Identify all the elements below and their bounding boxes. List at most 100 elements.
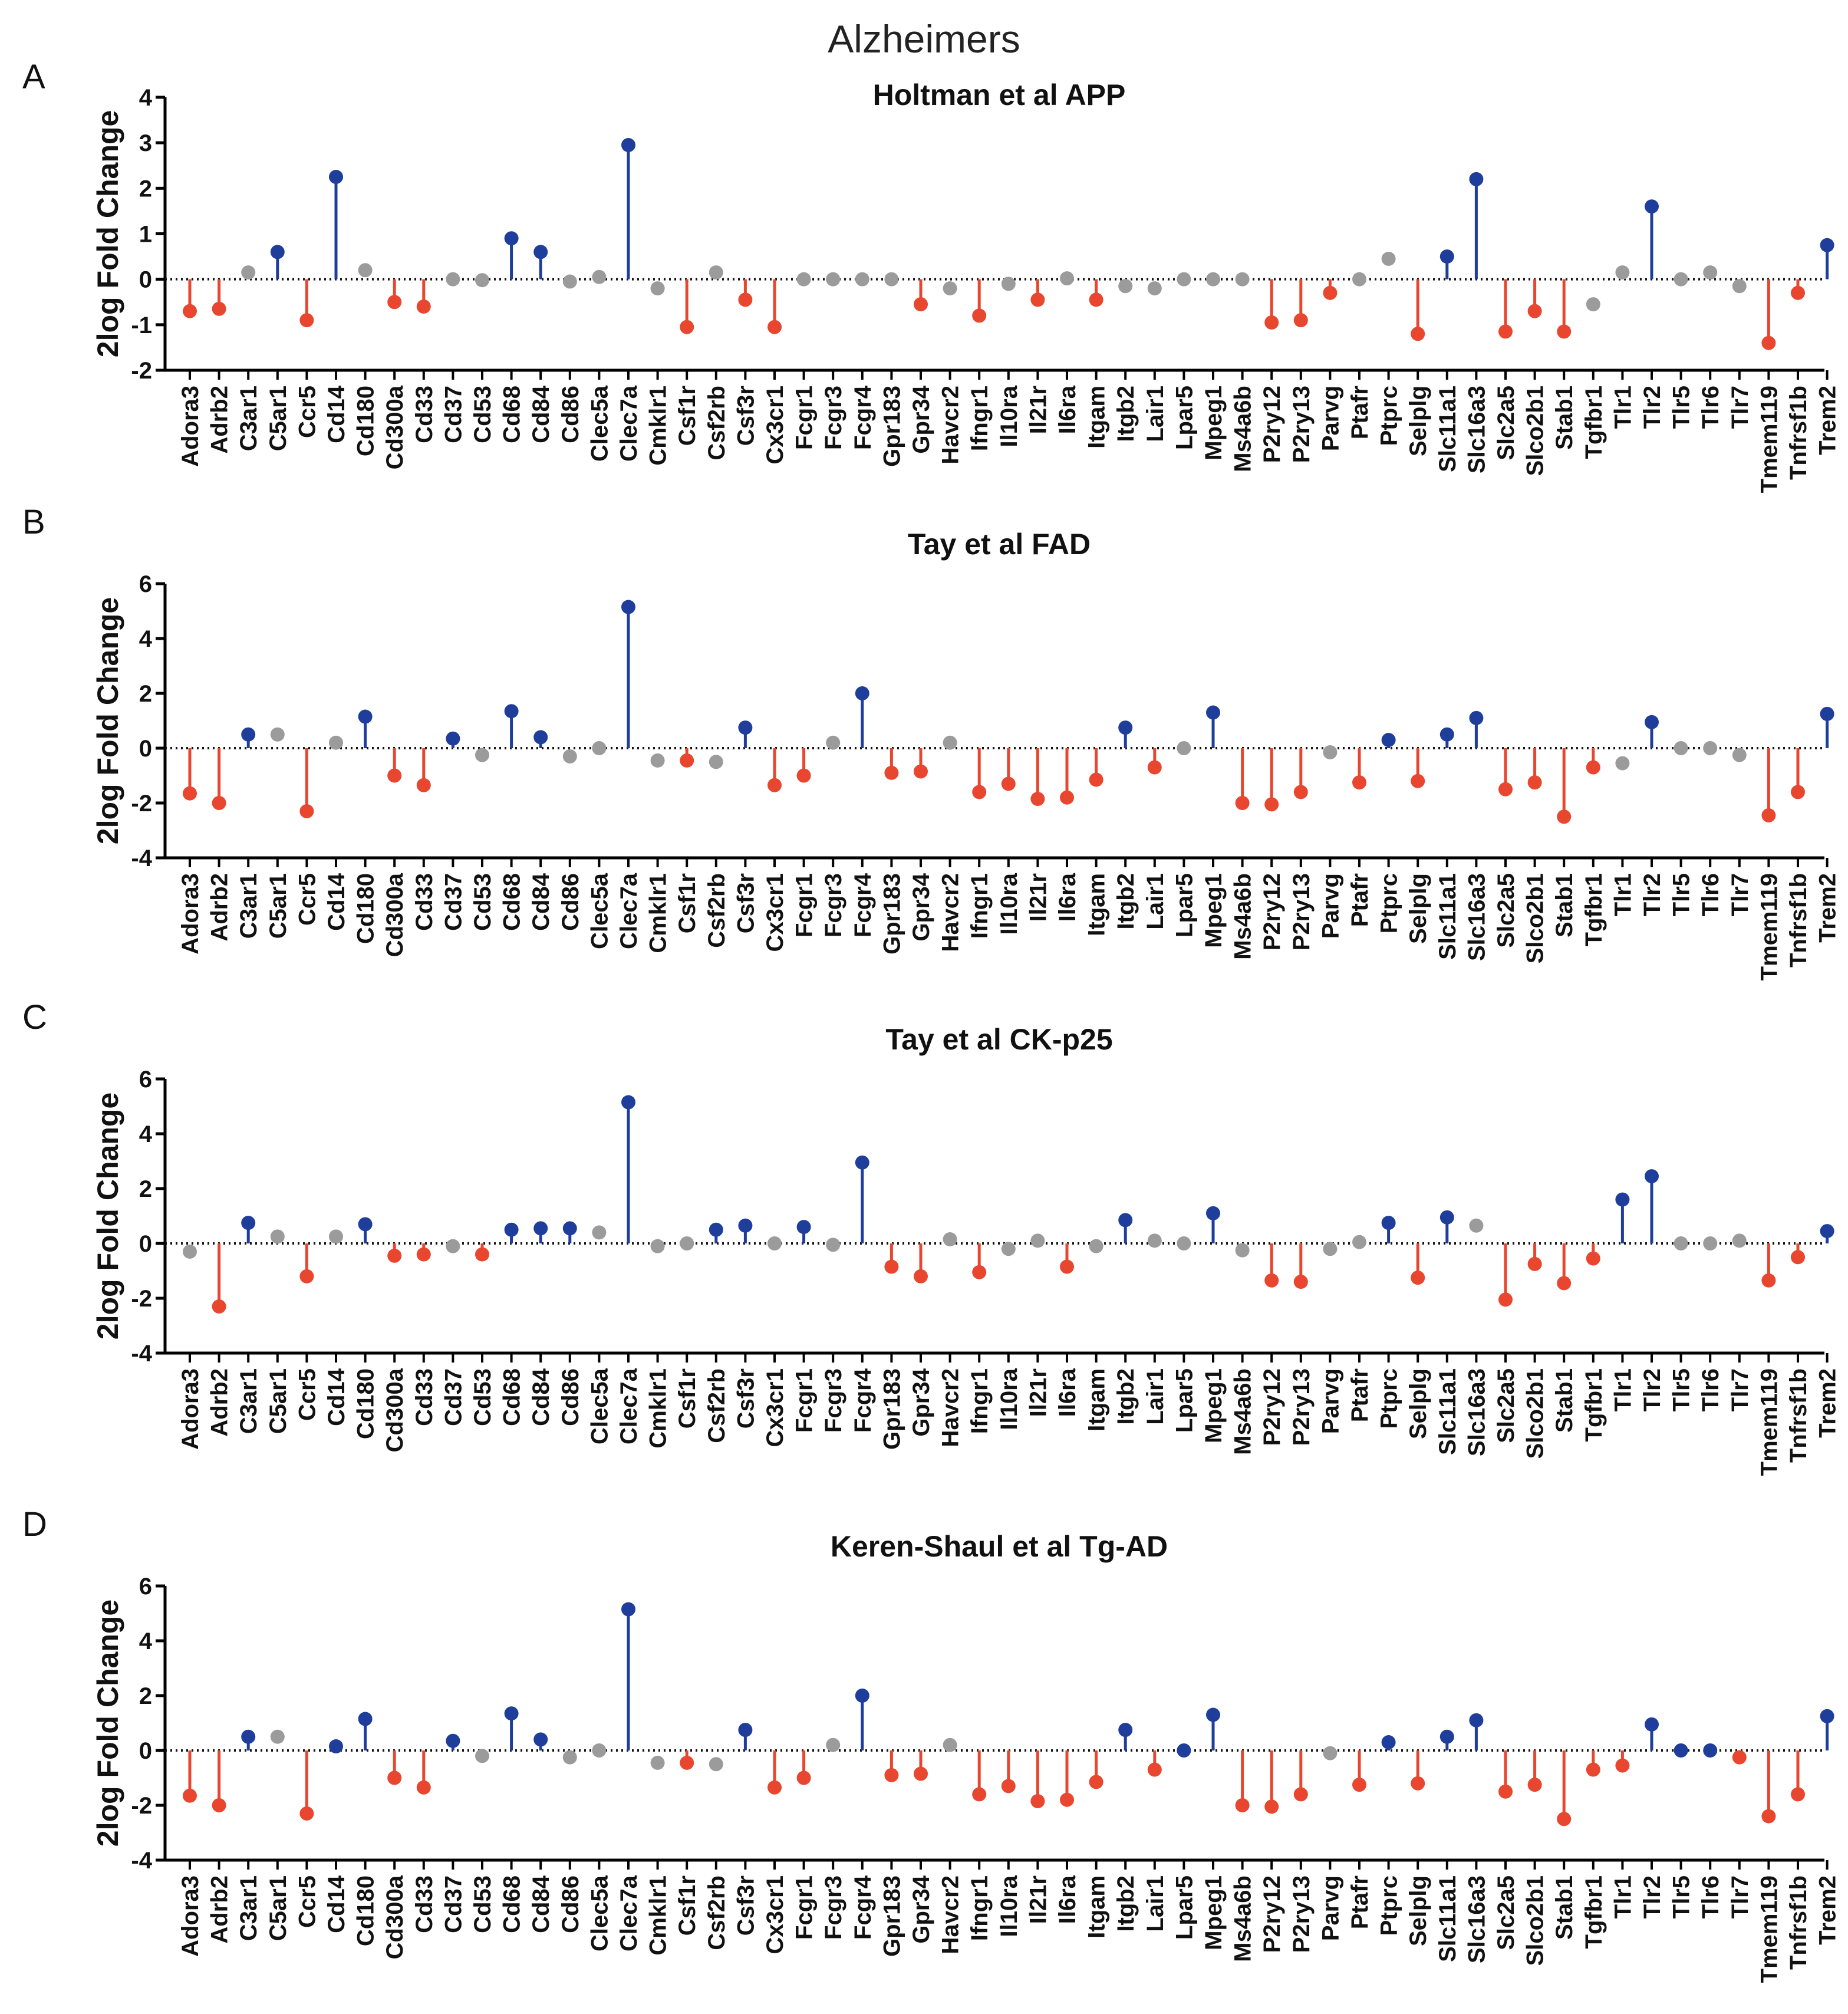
data-point	[680, 753, 694, 768]
x-tick-label: Cmklr1	[645, 1368, 671, 1449]
data-point	[358, 263, 373, 278]
x-tick-label: Il6ra	[1055, 1875, 1081, 1924]
data-point	[533, 1732, 548, 1747]
x-tick-label: Parvg	[1317, 1368, 1343, 1434]
data-point	[592, 741, 607, 755]
x-tick-label: Tlr7	[1727, 386, 1753, 429]
data-point	[1439, 249, 1454, 264]
data-point	[1557, 1276, 1572, 1291]
x-tick-label: Tlr2	[1639, 386, 1665, 429]
x-tick-label: Adora3	[177, 386, 203, 467]
x-tick-label: Cd84	[528, 873, 554, 931]
data-point	[1791, 1250, 1805, 1265]
data-point	[709, 755, 723, 769]
x-tick-label: Clec5a	[587, 1875, 612, 1952]
data-point	[1791, 285, 1805, 300]
x-tick-label: Cd84	[528, 1368, 554, 1426]
data-point	[1323, 1746, 1338, 1760]
x-tick-label: Clec5a	[587, 873, 612, 949]
x-tick-label: Csf1r	[674, 873, 700, 933]
data-point	[1761, 1273, 1776, 1288]
x-tick-label: Lair1	[1142, 1368, 1168, 1425]
x-tick-label: Cx3cr1	[762, 1368, 788, 1447]
data-point	[738, 292, 753, 307]
x-tick-label: C5ar1	[265, 386, 291, 451]
data-point	[1498, 324, 1513, 339]
x-tick-label: Cd14	[324, 1875, 350, 1933]
x-tick-label: Lpar5	[1171, 1875, 1197, 1940]
x-tick-label: Fcgr4	[850, 1875, 876, 1940]
panel-title: Holtman et al APP	[873, 78, 1126, 111]
data-point	[1557, 1812, 1572, 1827]
x-tick-label: Il10ra	[996, 1368, 1022, 1430]
data-point	[1761, 808, 1776, 822]
x-tick-label: Ms4a6b	[1230, 1368, 1256, 1455]
data-point	[183, 786, 197, 801]
x-tick-label: Gpr183	[879, 386, 905, 467]
y-tick-label: 1	[139, 222, 152, 248]
x-tick-label: Clec5a	[587, 385, 612, 462]
x-tick-label: Slc11a1	[1435, 1368, 1461, 1455]
data-point	[855, 272, 869, 287]
y-axis-label: 2log Fold Change	[91, 597, 124, 844]
data-point	[358, 1712, 373, 1726]
x-tick-label: Cd14	[324, 1368, 350, 1426]
figure-title: Alzheimers	[828, 17, 1020, 61]
data-point	[680, 320, 694, 334]
x-tick-label: Parvg	[1317, 1875, 1343, 1941]
x-tick-label: Ccr5	[294, 386, 320, 438]
data-point	[1323, 745, 1338, 759]
x-tick-label: Lair1	[1142, 873, 1168, 930]
data-point	[1352, 1778, 1366, 1792]
data-point	[1469, 1218, 1484, 1233]
x-tick-label: Slco2b1	[1523, 1368, 1549, 1459]
x-tick-label: Csf3r	[733, 1368, 759, 1429]
x-tick-label: Gpr34	[908, 385, 934, 453]
data-point	[1177, 272, 1191, 287]
x-tick-label: Ifngr1	[967, 873, 993, 939]
x-tick-label: Tlr5	[1669, 1875, 1695, 1918]
x-tick-label: Csf3r	[733, 386, 759, 446]
data-point	[1352, 1235, 1366, 1249]
x-tick-label: Il10ra	[996, 1875, 1022, 1937]
data-point	[241, 1729, 256, 1744]
data-point	[884, 765, 899, 780]
data-point	[826, 735, 841, 750]
data-point	[1674, 1236, 1688, 1250]
data-point	[183, 304, 197, 318]
x-tick-label: Tlr5	[1669, 1368, 1695, 1411]
data-point	[1147, 760, 1162, 775]
x-tick-label: Gpr34	[908, 1875, 934, 1943]
data-point	[270, 1729, 285, 1744]
data-point	[650, 1239, 665, 1253]
data-point	[1820, 1224, 1834, 1239]
x-tick-label: Il6ra	[1055, 385, 1081, 434]
data-point	[1060, 1259, 1074, 1274]
data-point	[504, 1706, 519, 1721]
x-tick-label: Cd53	[470, 873, 496, 931]
x-tick-label: Cd300a	[382, 873, 408, 957]
data-point	[826, 1238, 841, 1252]
x-tick-label: Il6ra	[1055, 873, 1081, 922]
x-tick-label: Itgb2	[1113, 1875, 1139, 1932]
x-tick-label: Slc2a5	[1493, 1368, 1519, 1443]
data-point	[1586, 1251, 1600, 1266]
data-point	[1264, 1273, 1279, 1288]
x-tick-label: C3ar1	[236, 386, 262, 451]
data-point	[855, 1689, 869, 1703]
x-tick-label: Cd86	[558, 873, 584, 931]
data-point	[914, 764, 928, 779]
data-point	[1352, 775, 1366, 790]
x-tick-label: Fcgr3	[821, 873, 846, 937]
data-point	[1264, 1799, 1279, 1814]
data-point	[1411, 774, 1425, 788]
x-tick-label: Fcgr3	[821, 1368, 846, 1433]
x-tick-label: Slc11a1	[1435, 873, 1461, 960]
data-point	[329, 1739, 343, 1754]
data-point	[183, 1244, 197, 1259]
y-tick-label: 0	[139, 267, 152, 293]
x-tick-label: Cx3cr1	[762, 386, 788, 464]
data-point	[1177, 741, 1191, 755]
x-tick-label: Ccr5	[294, 1368, 320, 1421]
panel-title: Tay et al CK-p25	[885, 1023, 1112, 1056]
